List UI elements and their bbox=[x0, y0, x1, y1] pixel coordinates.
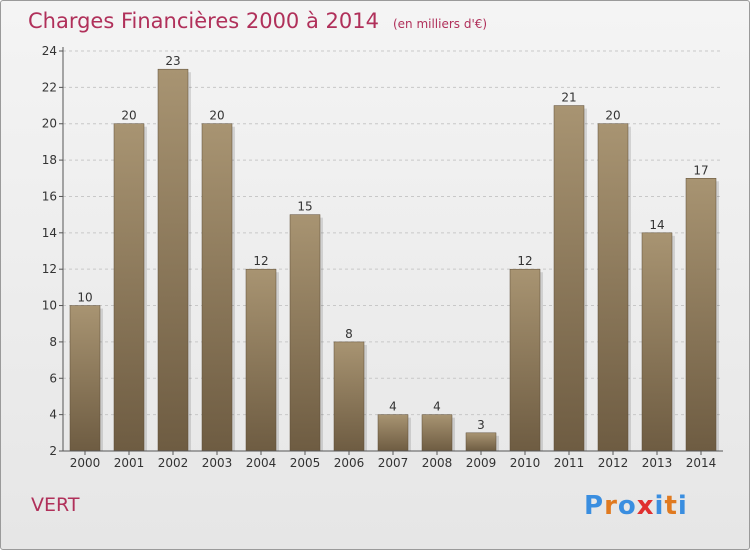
logo-letter: P bbox=[584, 491, 605, 521]
bar bbox=[201, 123, 233, 452]
bar bbox=[597, 123, 629, 452]
logo-letter: i bbox=[677, 491, 688, 521]
bar-value-label: 20 bbox=[209, 109, 224, 123]
bar-value-label: 4 bbox=[389, 400, 397, 414]
bar-value-label: 4 bbox=[433, 400, 441, 414]
bar-value-label: 23 bbox=[165, 54, 180, 68]
bar-value-label: 12 bbox=[253, 254, 268, 268]
bar-value-label: 15 bbox=[297, 200, 312, 214]
y-tick-label: 22 bbox=[42, 80, 57, 94]
y-tick-label: 8 bbox=[49, 335, 57, 349]
bar bbox=[685, 178, 717, 452]
logo-letter: t bbox=[664, 491, 678, 521]
x-tick-label: 2011 bbox=[554, 456, 585, 470]
bar-value-label: 20 bbox=[121, 109, 136, 123]
y-tick-label: 24 bbox=[42, 44, 57, 58]
bar bbox=[509, 268, 541, 452]
bars: 10 20 23 20 12 15 8 4 4 3 12 21 20 14 17 bbox=[69, 54, 719, 452]
x-tick-label: 2009 bbox=[466, 456, 497, 470]
y-tick-label: 4 bbox=[49, 408, 57, 422]
bar-value-label: 21 bbox=[561, 91, 576, 105]
x-tick-label: 2000 bbox=[70, 456, 101, 470]
logo-letter: x bbox=[636, 491, 655, 521]
x-tick-label: 2002 bbox=[158, 456, 189, 470]
logo-letter: o bbox=[617, 491, 637, 521]
y-tick-label: 16 bbox=[42, 189, 57, 203]
y-tick-label: 14 bbox=[42, 226, 57, 240]
chart-unit-note: (en milliers d'€) bbox=[392, 17, 488, 31]
x-tick-label: 2001 bbox=[114, 456, 145, 470]
proxiti-logo[interactable]: Proxiti bbox=[584, 491, 688, 521]
x-tick-label: 2013 bbox=[642, 456, 673, 470]
y-tick-label: 20 bbox=[42, 117, 57, 131]
bar bbox=[289, 214, 321, 452]
bar bbox=[113, 123, 145, 452]
bar-value-label: 8 bbox=[345, 327, 353, 341]
bar bbox=[553, 105, 585, 452]
y-tick-label: 10 bbox=[42, 299, 57, 313]
x-tick-label: 2004 bbox=[246, 456, 277, 470]
commune-name: VERT bbox=[31, 494, 80, 516]
x-tick-label: 2014 bbox=[686, 456, 717, 470]
x-tick-label: 2008 bbox=[422, 456, 453, 470]
logo-letter: r bbox=[604, 491, 618, 521]
bar-value-label: 3 bbox=[477, 418, 485, 432]
bar bbox=[377, 414, 409, 452]
bar-value-label: 20 bbox=[605, 109, 620, 123]
bar bbox=[465, 432, 497, 452]
y-tick-label: 12 bbox=[42, 262, 57, 276]
x-tick-label: 2007 bbox=[378, 456, 409, 470]
x-tick-label: 2005 bbox=[290, 456, 321, 470]
bar bbox=[333, 341, 365, 452]
x-tick-label: 2012 bbox=[598, 456, 629, 470]
bar-value-label: 14 bbox=[649, 218, 664, 232]
bar bbox=[641, 232, 673, 452]
bar-value-label: 17 bbox=[693, 163, 708, 177]
bar bbox=[157, 68, 189, 452]
chart-title: Charges Financières 2000 à 2014 bbox=[28, 9, 379, 33]
y-tick-label: 6 bbox=[49, 371, 57, 385]
bar-value-label: 12 bbox=[517, 254, 532, 268]
bar bbox=[69, 305, 101, 452]
y-tick-label: 2 bbox=[49, 444, 57, 458]
bar bbox=[421, 414, 453, 452]
x-tick-label: 2003 bbox=[202, 456, 233, 470]
bar bbox=[245, 268, 277, 452]
y-tick-label: 18 bbox=[42, 153, 57, 167]
logo-letter: i bbox=[654, 491, 665, 521]
bar-value-label: 10 bbox=[77, 291, 92, 305]
x-tick-label: 2006 bbox=[334, 456, 365, 470]
chart-title-block: Charges Financières 2000 à 2014 (en milli… bbox=[28, 9, 487, 33]
x-tick-label: 2010 bbox=[510, 456, 541, 470]
